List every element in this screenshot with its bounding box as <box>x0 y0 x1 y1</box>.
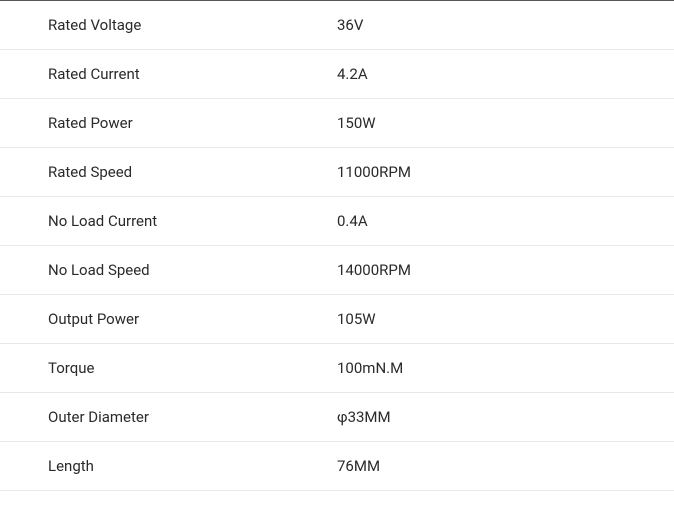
spec-value: 76MM <box>337 442 674 491</box>
spec-value: 4.2A <box>337 50 674 99</box>
spec-value: 11000RPM <box>337 148 674 197</box>
spec-label: Output Power <box>0 295 337 344</box>
table-row: Rated Current 4.2A <box>0 50 674 99</box>
table-row: Length 76MM <box>0 442 674 491</box>
table-row: Rated Voltage 36V <box>0 1 674 50</box>
table-row: Rated Speed 11000RPM <box>0 148 674 197</box>
spec-value: 14000RPM <box>337 246 674 295</box>
spec-table-body: Rated Voltage 36V Rated Current 4.2A Rat… <box>0 1 674 491</box>
spec-label: Rated Voltage <box>0 1 337 50</box>
spec-value: 150W <box>337 99 674 148</box>
table-row: Outer Diameter φ33MM <box>0 393 674 442</box>
spec-value: 105W <box>337 295 674 344</box>
table-row: Rated Power 150W <box>0 99 674 148</box>
spec-label: Outer Diameter <box>0 393 337 442</box>
spec-value: 36V <box>337 1 674 50</box>
spec-value: 0.4A <box>337 197 674 246</box>
spec-label: Rated Current <box>0 50 337 99</box>
spec-label: Torque <box>0 344 337 393</box>
spec-label: No Load Current <box>0 197 337 246</box>
spec-label: No Load Speed <box>0 246 337 295</box>
spec-label: Rated Power <box>0 99 337 148</box>
table-row: Torque 100mN.M <box>0 344 674 393</box>
spec-label: Length <box>0 442 337 491</box>
spec-label: Rated Speed <box>0 148 337 197</box>
spec-value: 100mN.M <box>337 344 674 393</box>
table-row: No Load Speed 14000RPM <box>0 246 674 295</box>
spec-value: φ33MM <box>337 393 674 442</box>
table-row: Output Power 105W <box>0 295 674 344</box>
spec-table: Rated Voltage 36V Rated Current 4.2A Rat… <box>0 0 674 491</box>
table-row: No Load Current 0.4A <box>0 197 674 246</box>
